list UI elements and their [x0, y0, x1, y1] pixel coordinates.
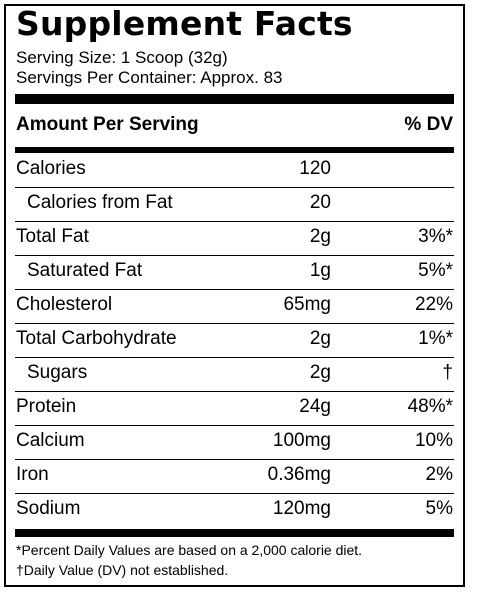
nutrient-name: Sugars [27, 362, 88, 383]
nutrient-amount: 2g [309, 362, 331, 383]
nutrient-daily-value: 3%* [418, 226, 453, 247]
footnote-daily-values: *Percent Daily Values are based on a 2,0… [16, 542, 363, 558]
nutrient-amount: 2g [309, 226, 331, 247]
nutrient-row: Total Fat 2g 3%* [15, 221, 454, 255]
nutrient-row: Sodium 120mg 5% [15, 493, 454, 527]
row-divider [15, 255, 454, 256]
nutrient-amount: 120mg [272, 498, 331, 519]
panel-title: Supplement Facts [16, 4, 353, 43]
footnote-dv-not-established: †Daily Value (DV) not established. [16, 562, 229, 578]
nutrient-row: Protein 24g 48%* [15, 391, 454, 425]
nutrient-amount: 65mg [283, 294, 331, 315]
thick-divider-header [15, 147, 454, 153]
row-divider [15, 323, 454, 324]
nutrient-name: Protein [16, 396, 77, 417]
daily-value-header: % DV [404, 114, 453, 135]
amount-per-serving-header: Amount Per Serving [16, 114, 199, 135]
nutrient-daily-value: 48%* [407, 396, 453, 417]
nutrient-name: Cholesterol [16, 294, 113, 315]
thick-divider-bottom [15, 529, 454, 537]
nutrient-row: Iron 0.36mg 2% [15, 459, 454, 493]
nutrient-daily-value: 5% [425, 498, 453, 519]
row-divider [15, 425, 454, 426]
nutrient-row: Calories 120 [15, 153, 454, 187]
nutrient-amount: 0.36mg [267, 464, 331, 485]
row-divider [15, 221, 454, 222]
nutrient-name: Calcium [16, 430, 85, 451]
thick-divider-top [15, 94, 454, 104]
nutrient-amount: 120 [299, 158, 331, 179]
nutrient-row: Cholesterol 65mg 22% [15, 289, 454, 323]
nutrient-row: Total Carbohydrate 2g 1%* [15, 323, 454, 357]
row-divider [15, 357, 454, 358]
row-divider [15, 289, 454, 290]
nutrient-daily-value: 22% [414, 294, 453, 315]
nutrient-daily-value: 1%* [418, 328, 453, 349]
nutrient-row: Calcium 100mg 10% [15, 425, 454, 459]
nutrient-daily-value: † [442, 362, 453, 383]
nutrient-amount: 100mg [272, 430, 331, 451]
nutrient-name: Saturated Fat [27, 260, 143, 281]
nutrient-name: Total Fat [16, 226, 89, 247]
nutrient-daily-value: 2% [425, 464, 453, 485]
nutrient-amount: 1g [309, 260, 331, 281]
row-divider [15, 459, 454, 460]
nutrient-amount: 2g [309, 328, 331, 349]
nutrient-daily-value: 10% [414, 430, 453, 451]
servings-per-container: Servings Per Container: Approx. 83 [16, 68, 283, 87]
nutrient-daily-value: 5%* [418, 260, 453, 281]
nutrient-name: Sodium [16, 498, 81, 519]
row-divider [15, 493, 454, 494]
nutrient-amount: 20 [309, 192, 331, 213]
row-divider [15, 187, 454, 188]
row-divider [15, 391, 454, 392]
nutrient-amount: 24g [299, 396, 331, 417]
serving-size: Serving Size: 1 Scoop (32g) [16, 48, 228, 67]
supplement-facts-panel: Supplement Facts Serving Size: 1 Scoop (… [4, 4, 465, 587]
nutrient-name: Calories [16, 158, 86, 179]
nutrient-name: Total Carbohydrate [16, 328, 177, 349]
nutrient-name: Iron [16, 464, 49, 485]
nutrient-row: Sugars 2g † [15, 357, 454, 391]
nutrient-row: Calories from Fat 20 [15, 187, 454, 221]
nutrient-row: Saturated Fat 1g 5%* [15, 255, 454, 289]
nutrient-name: Calories from Fat [27, 192, 173, 213]
